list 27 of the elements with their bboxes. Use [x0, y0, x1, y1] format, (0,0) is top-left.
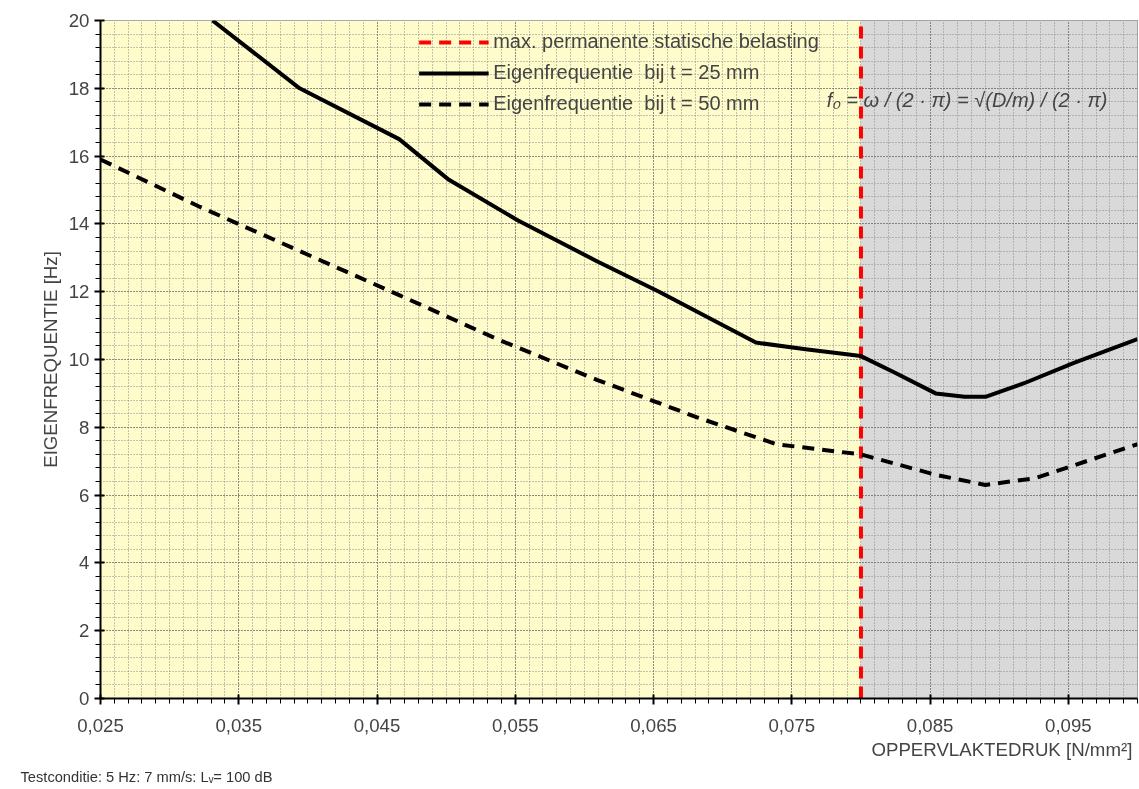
- x-tick-label: 0,025: [77, 714, 124, 736]
- y-tick-label: 14: [68, 213, 90, 235]
- x-axis-title: OPPERVLAKTEDRUK [N/mm²]: [871, 738, 1133, 760]
- ref-line-label: max. permanente statische belasting: [493, 30, 819, 53]
- y-tick-label: 20: [68, 10, 90, 31]
- x-tick-label: 0,055: [491, 714, 539, 736]
- x-tick-label: 0,095: [1045, 714, 1092, 736]
- y-axis-title: EIGENFREQUENTIE [Hz]: [39, 251, 61, 468]
- text: Testconditie: 5 Hz: 7 mm/s: Lᵥ= 100 dB: [20, 768, 273, 785]
- y-tick-label: 12: [68, 281, 90, 303]
- annotation: f₀ = ω / (2 · π) = √(D/m) / (2 · π): [826, 88, 1108, 111]
- x-tick-label: 0,065: [630, 714, 677, 736]
- legend-label: Eigenfrequentie bij t = 50 mm: [493, 92, 760, 115]
- y-tick-label: 18: [68, 77, 90, 99]
- x-tick-label: 0,075: [768, 714, 816, 736]
- y-tick-label: 8: [79, 416, 90, 438]
- y-tick-label: 2: [79, 620, 90, 642]
- y-tick-label: 16: [68, 145, 90, 167]
- x-tick-label: 0,045: [353, 714, 401, 736]
- y-tick-label: 0: [79, 688, 90, 709]
- line-series: [210, 20, 1138, 399]
- legend-label: Eigenfrequentie bij t = 25 mm: [493, 61, 760, 84]
- y-tick-label: 4: [79, 552, 90, 574]
- y-tick-label: 10: [68, 349, 90, 370]
- y-tick-label: 6: [79, 484, 90, 506]
- x-tick-label: 0,085: [906, 714, 954, 736]
- x-tick-label: 0,035: [215, 714, 263, 736]
